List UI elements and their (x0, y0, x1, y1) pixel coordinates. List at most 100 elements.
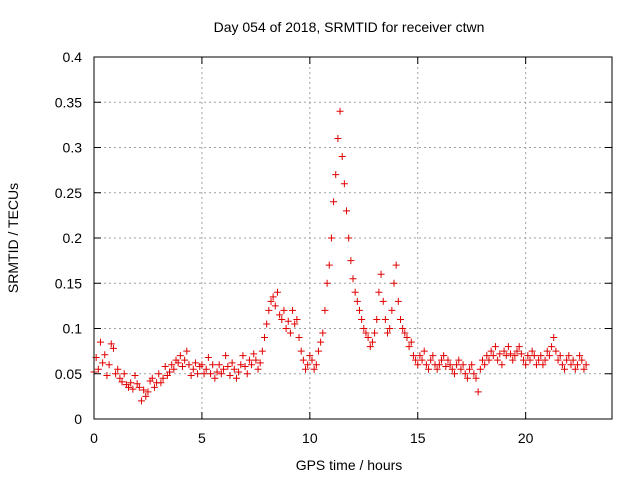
data-point (580, 365, 588, 373)
data-point (284, 317, 292, 325)
data-point (535, 356, 543, 364)
data-point (135, 383, 143, 391)
data-point (496, 350, 504, 358)
data-point (161, 363, 169, 371)
data-point (248, 361, 256, 369)
data-point (129, 385, 137, 393)
data-point (532, 361, 540, 369)
data-point (142, 392, 150, 400)
data-point (552, 347, 560, 355)
data-point (99, 359, 107, 367)
x-tick-label: 20 (518, 430, 534, 446)
data-point (463, 374, 471, 382)
data-point (522, 361, 530, 369)
data-point (314, 347, 322, 355)
data-point (118, 378, 126, 386)
data-point (435, 361, 443, 369)
data-point (366, 343, 374, 351)
data-point (228, 359, 236, 367)
data-point (163, 372, 171, 380)
data-point (345, 234, 353, 242)
data-point (364, 334, 372, 342)
data-point (543, 347, 551, 355)
data-point (377, 270, 385, 278)
x-axis-label: GPS time / hours (296, 457, 403, 473)
data-point (166, 368, 174, 376)
y-tick-label: 0.1 (63, 321, 83, 337)
data-point (483, 352, 491, 360)
data-point (250, 350, 258, 358)
data-point (137, 397, 145, 405)
data-point (358, 315, 366, 323)
data-point (263, 320, 271, 328)
data-point (442, 363, 450, 371)
data-point (554, 356, 562, 364)
data-point (414, 361, 422, 369)
data-point (289, 306, 297, 314)
data-point (401, 329, 409, 337)
data-point (502, 352, 510, 360)
data-point (191, 359, 199, 367)
data-point (319, 329, 327, 337)
data-point (403, 334, 411, 342)
data-point (582, 361, 590, 369)
data-point (261, 334, 269, 342)
data-point (222, 352, 230, 360)
data-point (207, 370, 215, 378)
x-tick-label: 0 (90, 430, 98, 446)
data-point (347, 257, 355, 265)
data-point (105, 361, 113, 369)
data-point (293, 315, 301, 323)
y-tick-label: 0.2 (63, 230, 83, 246)
data-point (297, 347, 305, 355)
data-point (276, 311, 284, 319)
data-point (187, 372, 195, 380)
data-point (150, 383, 158, 391)
data-point (295, 334, 303, 342)
data-point (148, 374, 156, 382)
data-point (472, 374, 480, 382)
data-point (578, 356, 586, 364)
data-point (520, 356, 528, 364)
data-point (459, 361, 467, 369)
data-point (107, 340, 115, 348)
data-point (362, 329, 370, 337)
data-point (215, 361, 223, 369)
data-point (571, 365, 579, 373)
data-point (371, 329, 379, 337)
data-point (243, 370, 251, 378)
data-point (204, 353, 212, 361)
data-point (258, 347, 266, 355)
data-point (405, 343, 413, 351)
data-point (515, 343, 523, 351)
data-point (517, 350, 525, 358)
data-point (541, 356, 549, 364)
data-point (174, 359, 182, 367)
data-point (420, 347, 428, 355)
data-point (321, 306, 329, 314)
data-point (256, 359, 264, 367)
data-point (485, 356, 493, 364)
chart-title: Day 054 of 2018, SRMTID for receiver ctw… (214, 19, 485, 35)
data-point (468, 361, 476, 369)
data-point (189, 365, 197, 373)
data-point (273, 288, 281, 296)
data-point (103, 372, 111, 380)
data-point (127, 379, 135, 387)
data-point (176, 352, 184, 360)
data-point (101, 351, 109, 359)
data-point (386, 325, 394, 332)
data-point (569, 356, 577, 364)
data-point (131, 372, 139, 380)
data-point (280, 306, 288, 314)
data-point (224, 363, 232, 371)
data-point (325, 261, 333, 269)
data-point (155, 370, 163, 378)
data-point (422, 361, 430, 369)
data-point (114, 365, 122, 373)
data-point (500, 347, 508, 355)
data-point (306, 352, 314, 360)
data-point (373, 315, 381, 323)
data-point (455, 356, 463, 364)
